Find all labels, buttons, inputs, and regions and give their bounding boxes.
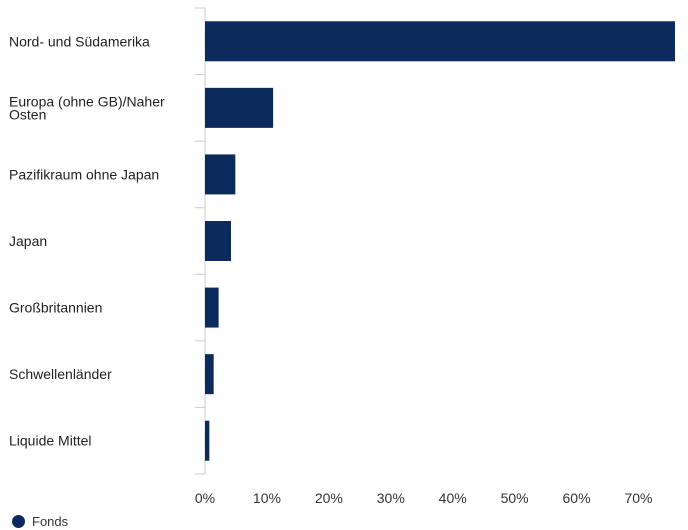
category-label-5: Großbritannien [9, 300, 102, 316]
bar-3 [205, 154, 236, 195]
category-label-line: Liquide Mittel [9, 433, 92, 449]
bar-4 [205, 221, 232, 261]
bar-2 [205, 87, 274, 128]
x-tick-label: 20% [315, 490, 343, 506]
category-label-line: Europa (ohne GB)/Naher [9, 93, 165, 109]
category-label-line: Nord- und Südamerika [9, 33, 150, 49]
bars [205, 21, 675, 461]
x-tick-label: 0% [195, 490, 215, 506]
category-label-7: Liquide Mittel [9, 433, 92, 449]
category-label-1: Nord- und Südamerika [9, 33, 150, 49]
x-tick-label: 70% [624, 490, 652, 506]
category-label-line: Osten [9, 106, 46, 122]
bar-1 [205, 21, 675, 62]
bar-chart: Nord- und Südamerika Europa (ohne GB)/Nah… [9, 7, 675, 506]
x-tick-label: 30% [377, 490, 405, 506]
category-label-line: Japan [9, 233, 47, 249]
category-label-line: Pazifikraum ohne Japan [9, 166, 159, 182]
category-label-4: Japan [9, 233, 47, 249]
bar-7 [205, 420, 210, 461]
legend-label-fonds: Fonds [32, 513, 69, 529]
x-tick-label: 60% [563, 490, 591, 506]
legend-marker-fonds [12, 514, 25, 528]
x-tick-label: 40% [439, 490, 467, 506]
x-tick-label: 50% [501, 490, 529, 506]
category-axis [195, 7, 206, 475]
category-labels: Nord- und Südamerika Europa (ohne GB)/Nah… [9, 33, 165, 448]
bar-5 [205, 287, 219, 328]
category-label-line: Großbritannien [9, 300, 102, 316]
value-axis-ticks: 0% 10% 20% 30% 40% 50% 60% 70% [195, 490, 653, 506]
category-label-2: Europa (ohne GB)/Naher Osten [9, 93, 165, 122]
category-label-6: Schwellenländer [9, 366, 112, 382]
category-label-3: Pazifikraum ohne Japan [9, 166, 159, 182]
x-tick-label: 10% [253, 490, 281, 506]
bar-6 [205, 354, 214, 395]
legend: Fonds [12, 512, 68, 530]
category-label-line: Schwellenländer [9, 366, 112, 382]
